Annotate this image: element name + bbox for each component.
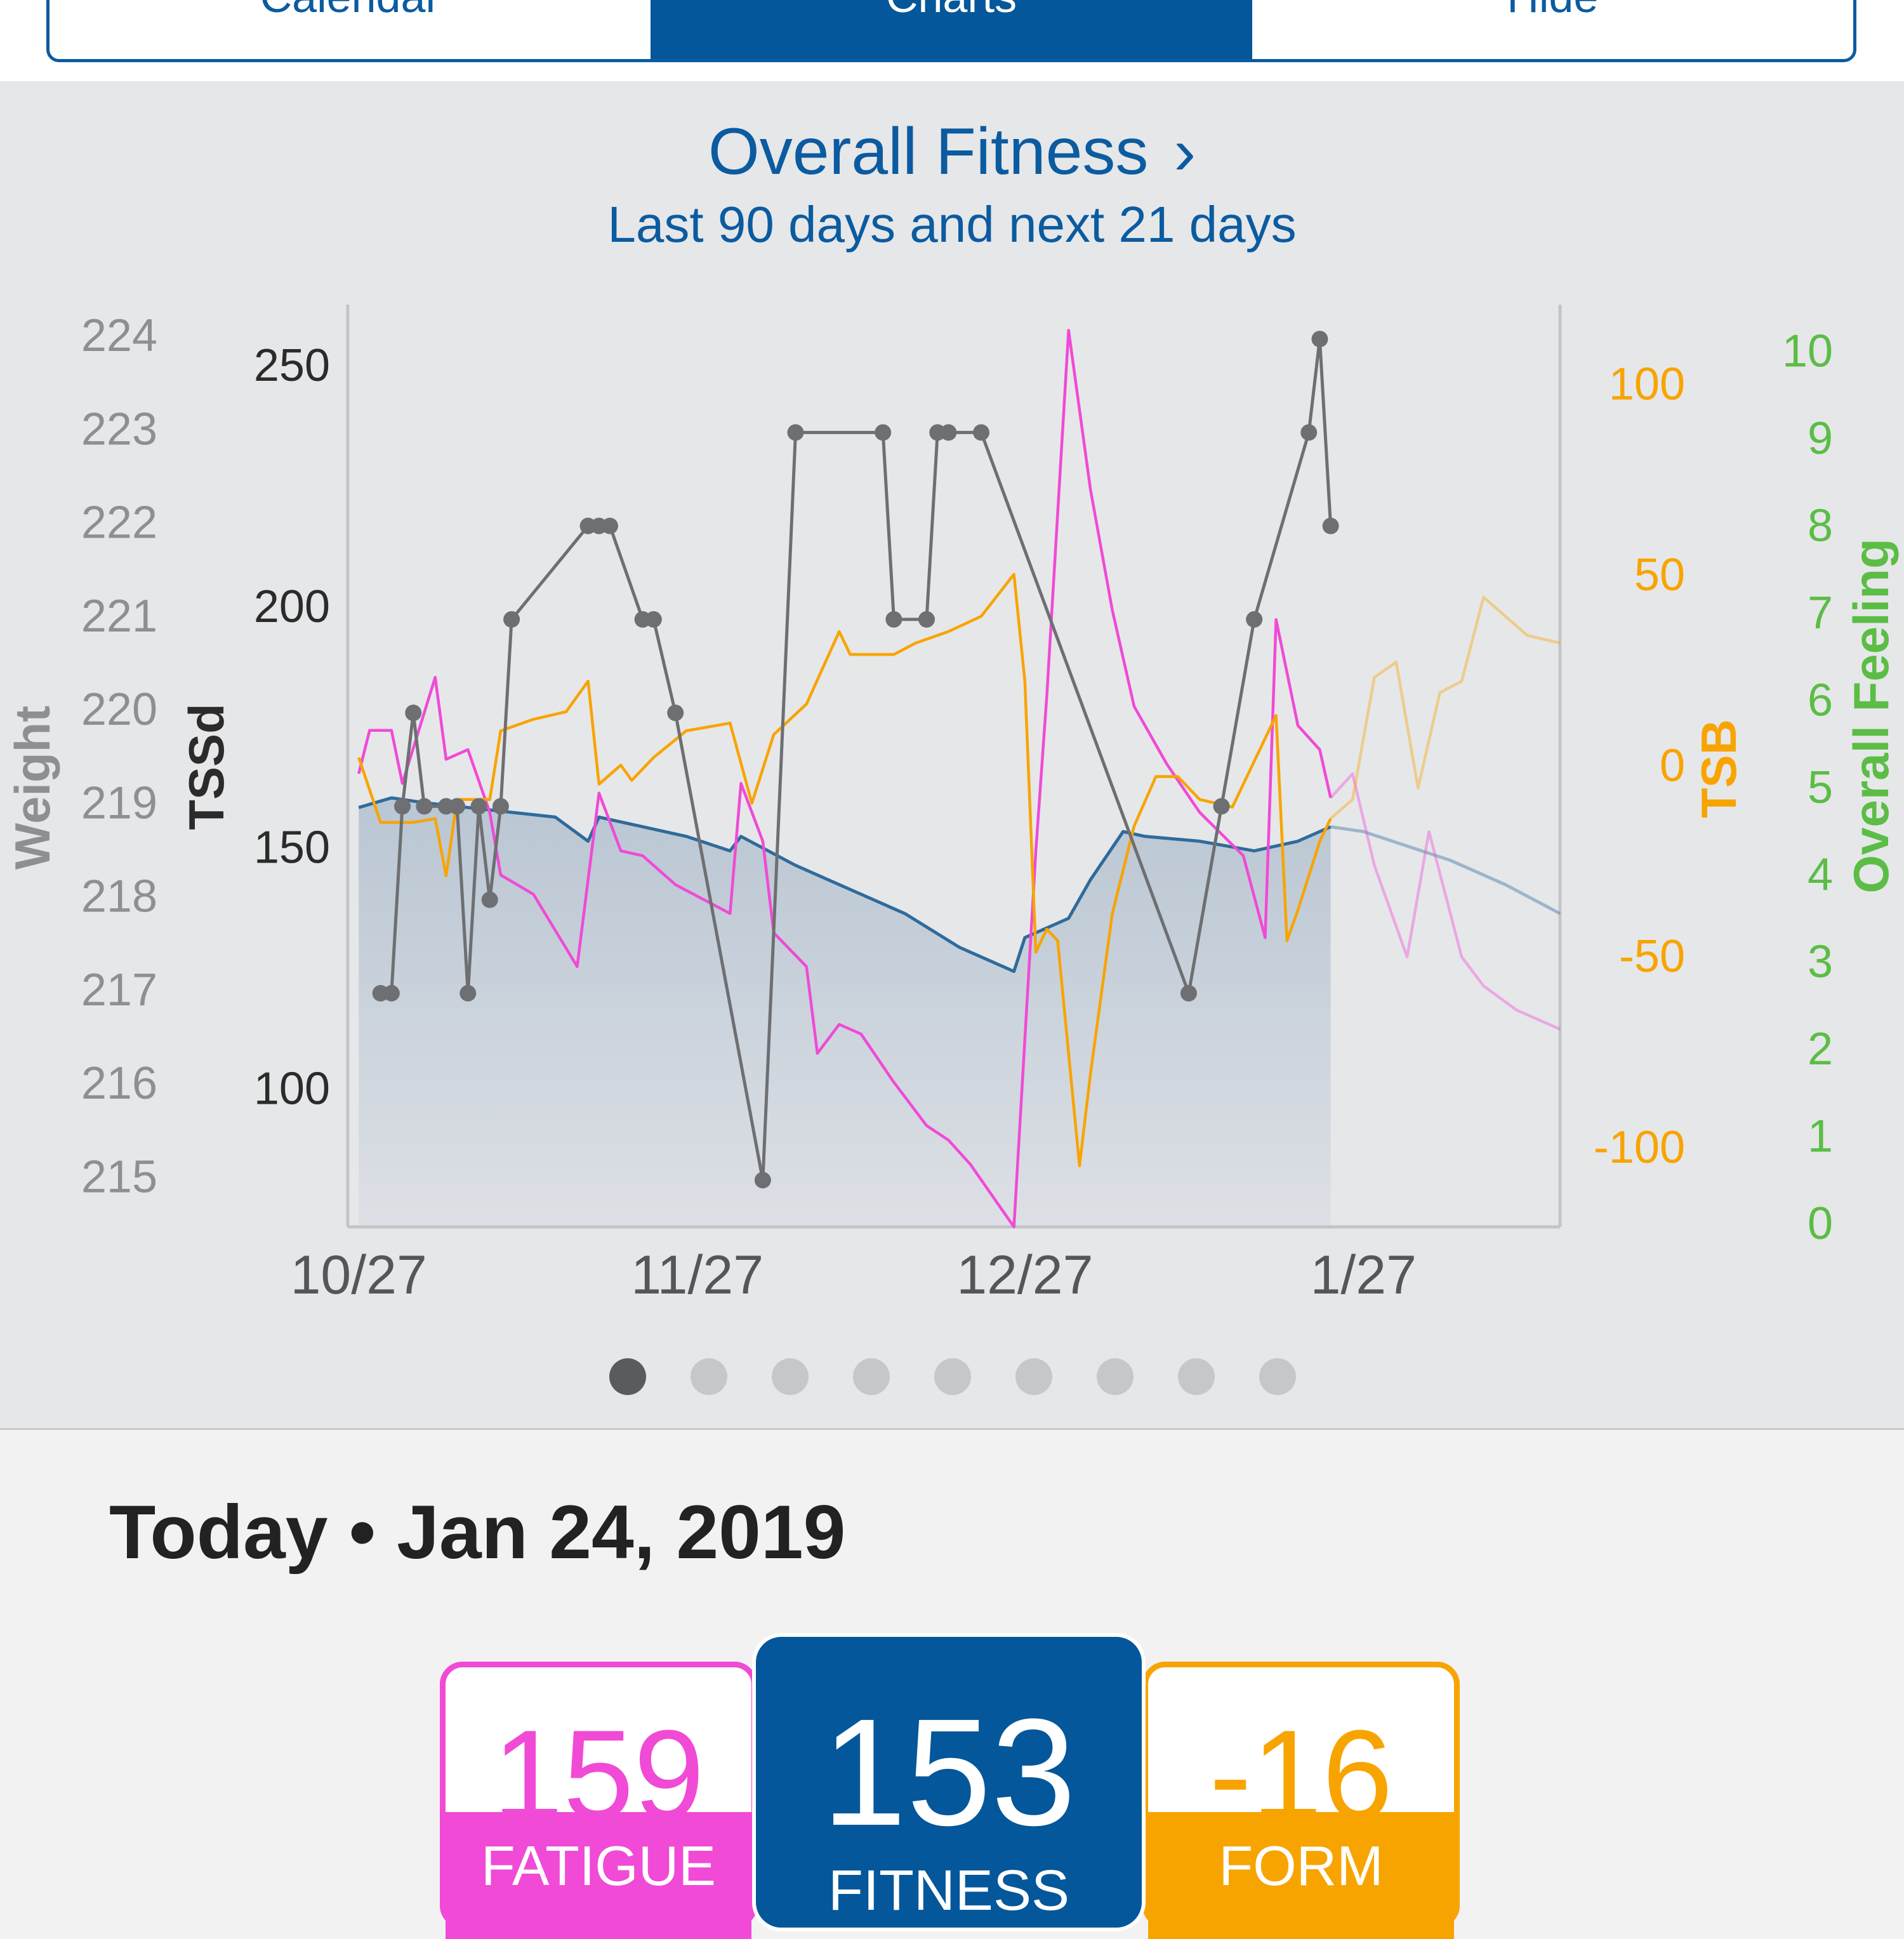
page-dot[interactable]: [691, 1358, 727, 1395]
weight-tick-label: 222: [81, 498, 157, 548]
chart-title-link[interactable]: Overall Fitness ›: [0, 114, 1904, 190]
feeling-tick-label: 4: [1808, 849, 1833, 900]
fitness-line: [358, 796, 1332, 973]
weight-point: [481, 891, 498, 908]
weight-point: [405, 705, 422, 722]
weight-point: [1300, 424, 1318, 441]
chevron-right-icon: ›: [1173, 115, 1196, 189]
weight-point: [918, 611, 935, 628]
form-label: FORM: [1148, 1812, 1454, 1939]
weight-point: [667, 705, 684, 722]
weight-point: [1246, 611, 1263, 628]
feeling-tick-label: 8: [1808, 501, 1833, 552]
overall-fitness-chart[interactable]: 2242232222212202192182172162152502001501…: [0, 81, 1904, 1430]
weight-point: [1213, 798, 1230, 815]
fitness-area: [359, 798, 1331, 1227]
weight-point: [885, 611, 902, 628]
tssd-axis-title: TSSd: [178, 703, 234, 830]
feeling-tick-label: 7: [1808, 588, 1833, 639]
tsb-tick-label: 0: [1660, 741, 1685, 791]
page-dot[interactable]: [772, 1358, 809, 1395]
tsb-tick-label: 100: [1609, 359, 1685, 409]
tssd-tick-label: 250: [254, 340, 330, 391]
fatigue-projection-line: [1329, 772, 1561, 1031]
chart-subtitle: Last 90 days and next 21 days: [607, 196, 1297, 253]
feeling-tick-label: 3: [1808, 937, 1833, 988]
feeling-axis-title: Overall Feeling: [1843, 538, 1899, 893]
weight-point: [645, 611, 662, 628]
weight-tick-label: 216: [81, 1058, 157, 1109]
feeling-tick-label: 5: [1808, 762, 1833, 813]
feeling-tick-label: 1: [1808, 1111, 1833, 1162]
page-dot[interactable]: [934, 1358, 971, 1395]
x-tick-label: 12/27: [956, 1245, 1093, 1306]
weight-tick-label: 221: [81, 591, 157, 642]
tssd-tick-label: 200: [254, 581, 330, 632]
fatigue-label: FATIGUE: [446, 1812, 751, 1939]
today-date: Today • Jan 24, 2019: [109, 1490, 846, 1575]
weight-tick-label: 215: [81, 1151, 157, 1202]
weight-point: [503, 611, 520, 628]
weight-tick-label: 223: [81, 404, 157, 454]
x-tick-label: 1/27: [1311, 1245, 1417, 1306]
weight-point: [492, 798, 509, 815]
page-dot[interactable]: [1015, 1358, 1052, 1395]
view-segmented-control: Calendar Charts Hide: [46, 0, 1856, 62]
fitness-label: FITNESS: [828, 1859, 1070, 1922]
weight-point: [470, 798, 487, 815]
tab-hide[interactable]: Hide: [1252, 0, 1853, 59]
tsb-tick-label: -50: [1619, 931, 1685, 982]
tab-calendar[interactable]: Calendar: [50, 0, 651, 59]
weight-point: [754, 1172, 771, 1189]
fitness-metric[interactable]: 153 FITNESS: [752, 1633, 1146, 1931]
weight-point: [394, 798, 411, 815]
feeling-tick-label: 6: [1808, 675, 1833, 725]
weight-point: [1180, 984, 1197, 1002]
tsb-tick-label: -100: [1594, 1122, 1685, 1173]
feeling-tick-label: 0: [1808, 1198, 1833, 1249]
weight-tick-label: 219: [81, 778, 157, 828]
fatigue-metric[interactable]: 159 FATIGUE: [440, 1662, 757, 1939]
weight-point: [973, 424, 990, 441]
page-indicator[interactable]: [0, 1358, 1904, 1396]
fitness-projection-line: [1330, 825, 1561, 915]
feeling-tick-label: 9: [1808, 413, 1833, 464]
tsb-tick-label: 50: [1634, 550, 1685, 600]
weight-point: [1322, 517, 1339, 534]
fitness-value: 153: [821, 1687, 1076, 1857]
tsb-axis-title: TSB: [1691, 719, 1747, 818]
fatigue-line: [357, 329, 1332, 1229]
tab-charts[interactable]: Charts: [651, 0, 1252, 59]
top-bar: Calendar Charts Hide: [0, 0, 1904, 81]
tssd-tick-label: 100: [254, 1063, 330, 1114]
weight-point: [940, 424, 957, 441]
page-dot[interactable]: [853, 1358, 890, 1395]
x-tick-label: 11/27: [631, 1245, 764, 1306]
feeling-tick-label: 2: [1808, 1024, 1833, 1075]
page-dot[interactable]: [1259, 1358, 1296, 1395]
page-dot[interactable]: [609, 1358, 646, 1395]
tssd-tick-label: 150: [254, 823, 330, 873]
form-metric[interactable]: -16 FORM: [1142, 1662, 1460, 1939]
x-tick-label: 10/27: [291, 1245, 427, 1306]
tsb-projection-line: [1330, 595, 1561, 820]
weight-point: [787, 424, 804, 441]
weight-point: [449, 798, 466, 815]
weight-tick-label: 218: [81, 871, 157, 922]
feeling-tick-label: 10: [1782, 326, 1833, 377]
chart-panel[interactable]: 224 223 222 221 220 219 218 217 216 215 250 200 150 1…: [0, 81, 1904, 1430]
weight-tick-label: 217: [81, 965, 157, 1016]
weight-point: [1311, 331, 1328, 348]
weight-point: [601, 517, 618, 534]
weight-tick-label: 220: [81, 684, 157, 735]
page-dot[interactable]: [1178, 1358, 1215, 1395]
weight-tick-label: 224: [81, 310, 157, 361]
weight-point: [383, 984, 400, 1002]
weight-point: [416, 798, 433, 815]
weight-axis-title: Weight: [4, 706, 60, 870]
page-dot[interactable]: [1097, 1358, 1134, 1395]
weight-point: [459, 984, 477, 1002]
chart-title: Overall Fitness: [708, 115, 1149, 189]
weight-point: [875, 424, 892, 441]
